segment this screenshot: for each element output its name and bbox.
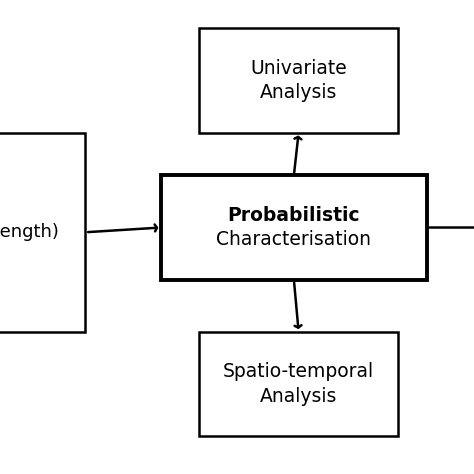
FancyBboxPatch shape xyxy=(161,175,427,280)
FancyBboxPatch shape xyxy=(199,332,398,436)
Text: Univariate: Univariate xyxy=(250,59,347,78)
Text: Probabilistic: Probabilistic xyxy=(228,206,360,225)
Text: Spatio-temporal: Spatio-temporal xyxy=(223,362,374,381)
Text: Characterisation: Characterisation xyxy=(216,230,372,249)
FancyBboxPatch shape xyxy=(199,28,398,133)
FancyBboxPatch shape xyxy=(0,133,85,332)
Text: Analysis: Analysis xyxy=(260,387,337,406)
Text: Analysis: Analysis xyxy=(260,83,337,102)
Text: -length): -length) xyxy=(0,223,59,241)
